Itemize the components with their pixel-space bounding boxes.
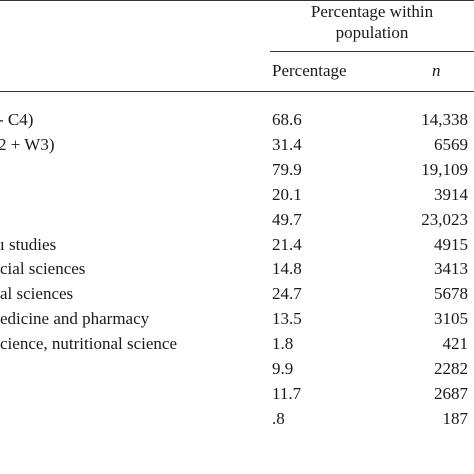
group-header-line-2: population bbox=[335, 23, 409, 42]
row-n: 3413 bbox=[434, 259, 468, 279]
row-percentage: 20.1 bbox=[272, 184, 302, 204]
row-n: 5678 bbox=[434, 284, 468, 304]
row-label: cience, nutritional science bbox=[0, 334, 177, 354]
column-header-n: n bbox=[432, 61, 441, 80]
column-header-percentage: Percentage bbox=[272, 61, 347, 80]
table-row: 11.7 2687 bbox=[0, 384, 474, 410]
group-header-line-1: Percentage within bbox=[310, 2, 434, 21]
table-row: al sciences 24.7 5678 bbox=[0, 284, 474, 310]
row-percentage: 9.9 bbox=[272, 359, 294, 378]
row-n: 6569 bbox=[434, 134, 468, 154]
row-n: 3914 bbox=[434, 184, 468, 204]
row-n: 14,338 bbox=[421, 110, 468, 129]
row-percentage: 31.4 bbox=[272, 134, 302, 154]
row-n: 23,023 bbox=[421, 209, 468, 229]
row-n: 4915 bbox=[434, 234, 468, 254]
table-row: cience, nutritional science 1.8 421 bbox=[0, 334, 474, 360]
table-row: 9.9 2282 bbox=[0, 359, 474, 385]
table-row: - C4) 68.6 14,338 bbox=[0, 110, 474, 136]
row-n: 3105 bbox=[434, 309, 468, 329]
row-percentage: 14.8 bbox=[272, 259, 302, 279]
table-row: 49.7 23,023 bbox=[0, 210, 474, 236]
row-label: 2 + W3) bbox=[0, 134, 55, 154]
row-label: cial sciences bbox=[0, 259, 86, 279]
table-row: cial sciences 14.8 3413 bbox=[0, 259, 474, 285]
top-rule bbox=[0, 0, 474, 1]
row-percentage: .8 bbox=[272, 408, 285, 428]
table-row: 79.9 19,109 bbox=[0, 160, 474, 186]
row-percentage: 24.7 bbox=[272, 284, 302, 304]
row-percentage: 21.4 bbox=[272, 234, 302, 254]
row-percentage: 13.5 bbox=[272, 309, 302, 329]
group-header-rule bbox=[270, 51, 474, 52]
table-row: .8 187 bbox=[0, 409, 474, 435]
table-row: 20.1 3914 bbox=[0, 185, 474, 211]
row-label: al sciences bbox=[0, 284, 74, 304]
header-rule bbox=[0, 91, 474, 92]
table-row: edicine and pharmacy 13.5 3105 bbox=[0, 309, 474, 335]
row-percentage: 79.9 bbox=[272, 159, 302, 179]
row-n: 2282 bbox=[434, 359, 468, 378]
table-row: 2 + W3) 31.4 6569 bbox=[0, 135, 474, 161]
row-percentage: 11.7 bbox=[272, 383, 302, 403]
row-label: edicine and pharmacy bbox=[0, 309, 150, 329]
row-n: 2687 bbox=[434, 383, 468, 403]
row-label: - C4) bbox=[0, 110, 34, 129]
row-percentage: 1.8 bbox=[272, 334, 294, 354]
row-n: 187 bbox=[442, 408, 469, 428]
row-percentage: 68.6 bbox=[272, 110, 302, 129]
group-header: Percentage within population bbox=[272, 1, 472, 43]
row-label: ı studies bbox=[0, 234, 57, 254]
row-percentage: 49.7 bbox=[272, 209, 302, 229]
row-n: 421 bbox=[442, 334, 469, 354]
row-n: 19,109 bbox=[421, 159, 468, 179]
table-row: ı studies 21.4 4915 bbox=[0, 235, 474, 261]
